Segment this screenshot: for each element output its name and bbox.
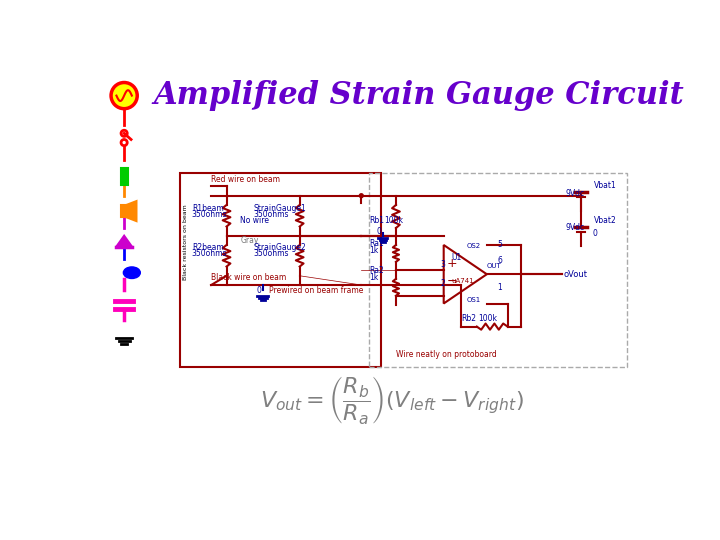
Text: Red wire on beam: Red wire on beam	[211, 175, 280, 184]
Bar	[369, 173, 627, 367]
Text: U1: U1	[451, 253, 462, 262]
Text: Rb2: Rb2	[462, 314, 477, 323]
Text: StrainGauge1: StrainGauge1	[253, 204, 306, 213]
Text: 1k: 1k	[369, 246, 378, 255]
Bar	[121, 168, 127, 185]
Text: 9Vdc: 9Vdc	[565, 188, 585, 198]
Text: +: +	[447, 256, 457, 269]
Text: oVout: oVout	[563, 269, 587, 279]
Text: R1beam: R1beam	[192, 204, 224, 213]
Text: OUT: OUT	[487, 263, 502, 269]
Text: −: −	[447, 275, 457, 288]
Bar	[180, 173, 381, 367]
Bar	[121, 205, 127, 217]
Text: 350ohms: 350ohms	[192, 210, 228, 219]
Text: Ra1: Ra1	[369, 239, 384, 248]
Text: 0: 0	[377, 227, 382, 236]
Text: uA741: uA741	[451, 279, 474, 285]
Text: $V_{out} = \left(\dfrac{R_b}{R_a}\right)(V_{left} - V_{right})$: $V_{out} = \left(\dfrac{R_b}{R_a}\right)…	[260, 374, 524, 426]
Text: Vbat1: Vbat1	[594, 181, 616, 190]
Text: Ra2: Ra2	[369, 266, 384, 275]
Text: 0: 0	[256, 286, 261, 295]
Text: Gray: Gray	[240, 237, 258, 246]
Text: 0: 0	[593, 229, 597, 238]
Text: 350ohms: 350ohms	[192, 249, 228, 258]
Text: R2beam: R2beam	[192, 242, 224, 252]
Text: Rb1: Rb1	[369, 215, 384, 225]
Circle shape	[111, 83, 138, 109]
Polygon shape	[127, 201, 137, 221]
Text: 2: 2	[441, 279, 446, 288]
Text: 3: 3	[441, 260, 446, 268]
Text: Prewired on beam frame: Prewired on beam frame	[269, 286, 364, 295]
Text: OS2: OS2	[467, 243, 481, 249]
Text: StrainGauge2: StrainGauge2	[253, 242, 306, 252]
Polygon shape	[117, 236, 132, 247]
Text: 9Vdc: 9Vdc	[565, 224, 585, 232]
Text: 1: 1	[498, 282, 503, 292]
Text: 5: 5	[498, 240, 503, 249]
Text: Black wire on beam: Black wire on beam	[211, 273, 287, 282]
Text: OS1: OS1	[467, 297, 481, 303]
Text: 1k: 1k	[369, 273, 378, 282]
Text: 350ohms: 350ohms	[253, 210, 289, 219]
Text: 6: 6	[498, 255, 503, 265]
Text: 100k: 100k	[384, 215, 403, 225]
Text: 100k: 100k	[478, 314, 498, 323]
Text: No wire: No wire	[240, 215, 269, 225]
Text: Vbat2: Vbat2	[594, 215, 616, 225]
Circle shape	[359, 194, 363, 198]
Text: Black resistors on beam: Black resistors on beam	[183, 204, 188, 280]
Text: Wire neatly on protoboard: Wire neatly on protoboard	[396, 350, 497, 360]
Text: Amplified Strain Gauge Circuit: Amplified Strain Gauge Circuit	[153, 80, 684, 111]
Text: 350ohms: 350ohms	[253, 249, 289, 258]
Ellipse shape	[123, 267, 140, 279]
